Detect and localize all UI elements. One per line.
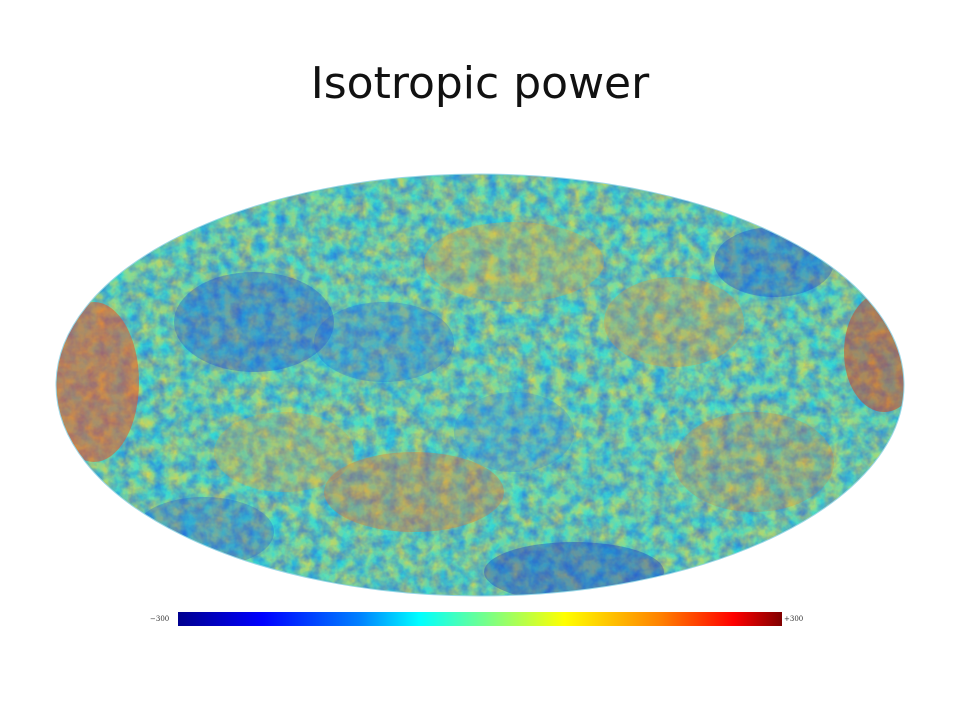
all-sky-map [54,172,906,598]
slide-title: Isotropic power [310,58,650,109]
colorbar-min-label: −300 [150,615,170,623]
colorbar-gradient [178,612,782,626]
colorbar-legend: −300 +300 [150,612,810,628]
sky-map-image [55,173,905,597]
colorbar-max-label: +300 [784,615,804,623]
